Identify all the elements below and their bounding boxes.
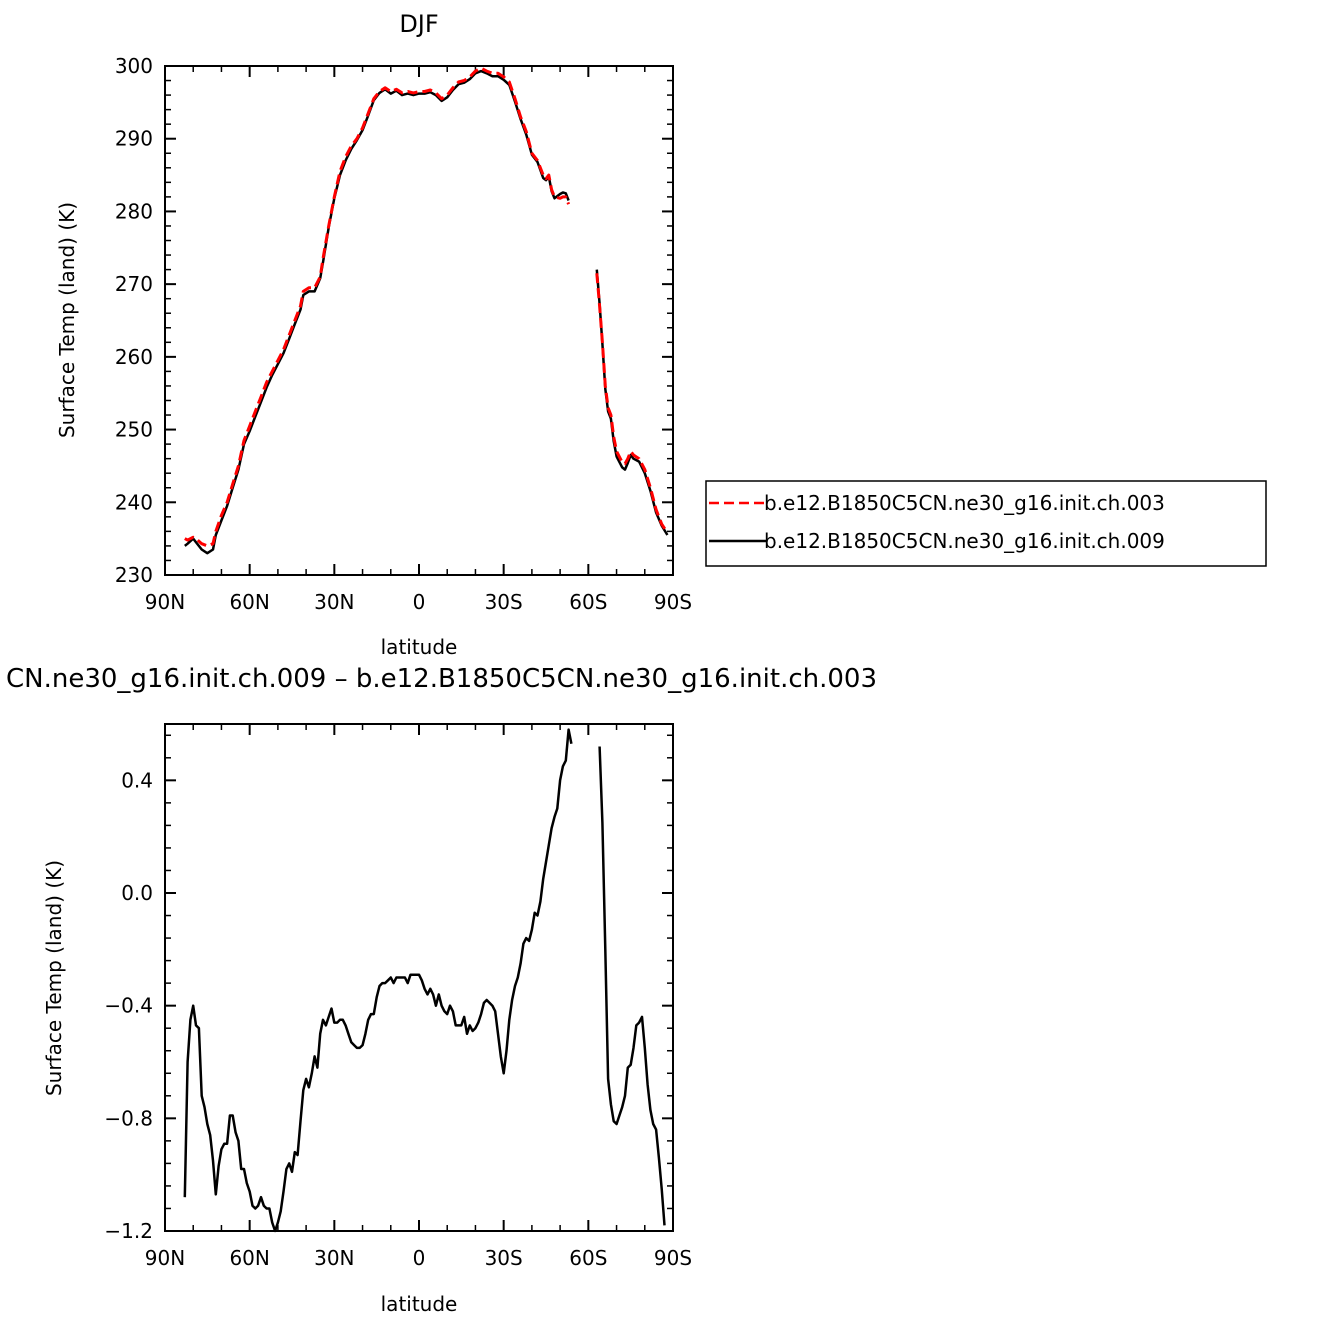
bottom-chart-frame <box>164 723 674 1232</box>
top-chart-ticks <box>164 65 674 576</box>
bottom-chart-ticks <box>164 724 674 1232</box>
series-line-diff <box>183 728 573 1233</box>
x-tick-label: 60S <box>569 1246 607 1270</box>
series-line-003 <box>595 273 669 534</box>
top-chart-ylabel: Surface Temp (land) (K) <box>55 202 79 438</box>
x-tick-label: 30S <box>485 590 523 614</box>
top-chart-series <box>184 66 669 555</box>
bottom-chart-ylabel: Surface Temp (land) (K) <box>42 860 66 1096</box>
bottom-chart-series <box>183 728 666 1233</box>
bottom-chart-title: CN.ne30_g16.init.ch.009 – b.e12.B1850C5C… <box>6 664 877 694</box>
legend-label-003: b.e12.B1850C5CN.ne30_g16.init.ch.003 <box>764 491 1165 515</box>
series-line-009 <box>184 69 570 555</box>
x-tick-label: 30N <box>314 1246 354 1270</box>
x-tick-label: 30S <box>485 1246 523 1270</box>
x-tick-label: 60N <box>229 1246 269 1270</box>
legend: b.e12.B1850C5CN.ne30_g16.init.ch.003 b.e… <box>705 480 1267 567</box>
top-chart-x-tick-labels: 90N 60N 30N 0 30S 60S 90S <box>145 590 692 614</box>
y-tick-label: 270 <box>115 272 153 296</box>
x-tick-label: 90N <box>145 1246 185 1270</box>
y-tick-label: 0.4 <box>121 768 153 792</box>
top-chart: DJF 90N 60N 30N 0 30S 60S 90S 2302402502602702… <box>55 10 692 659</box>
x-tick-label: 60N <box>229 590 269 614</box>
top-chart-title: DJF <box>399 10 438 38</box>
y-tick-label: −0.4 <box>104 994 153 1018</box>
y-tick-label: 280 <box>115 199 153 223</box>
bottom-chart: CN.ne30_g16.init.ch.009 – b.e12.B1850C5C… <box>6 664 877 1316</box>
y-tick-label: 0.0 <box>121 881 153 905</box>
x-tick-label: 60S <box>569 590 607 614</box>
y-tick-label: 300 <box>115 54 153 78</box>
x-tick-label: 90S <box>654 590 692 614</box>
top-chart-frame <box>164 65 674 576</box>
bottom-chart-x-tick-labels: 90N 60N 30N 0 30S 60S 90S <box>145 1246 692 1270</box>
legend-label-009: b.e12.B1850C5CN.ne30_g16.init.ch.009 <box>764 529 1165 553</box>
bottom-chart-xlabel: latitude <box>381 1292 458 1316</box>
y-tick-label: 260 <box>115 345 153 369</box>
bottom-chart-y-tick-labels: −1.2 −0.8 −0.4 0.0 0.4 <box>104 768 153 1243</box>
series-line-009 <box>595 269 669 536</box>
y-tick-label: 230 <box>115 563 153 587</box>
x-tick-label: 0 <box>413 590 426 614</box>
legend-box <box>705 480 1267 567</box>
x-tick-label: 90S <box>654 1246 692 1270</box>
y-tick-label: 240 <box>115 490 153 514</box>
series-line-003 <box>184 66 571 548</box>
y-tick-label: 290 <box>115 127 153 151</box>
x-tick-label: 30N <box>314 590 354 614</box>
series-line-diff <box>598 746 666 1226</box>
y-tick-label: −0.8 <box>104 1106 153 1130</box>
x-tick-label: 90N <box>145 590 185 614</box>
top-chart-y-tick-labels: 230 240 250 260 270 280 290 300 <box>115 54 153 587</box>
top-chart-xlabel: latitude <box>381 635 458 659</box>
x-tick-label: 0 <box>413 1246 426 1270</box>
y-tick-label: 250 <box>115 418 153 442</box>
y-tick-label: −1.2 <box>104 1219 153 1243</box>
